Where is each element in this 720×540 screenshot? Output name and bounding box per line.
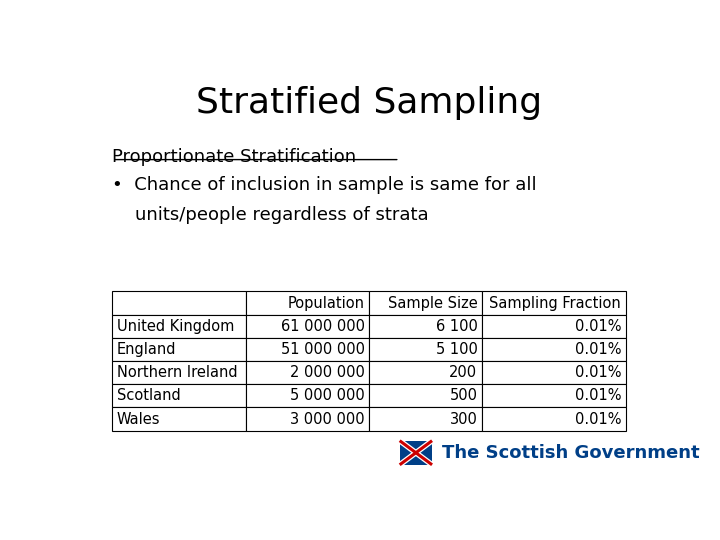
Bar (246, 338, 369, 361)
Bar (246, 408, 369, 431)
Text: 0.01%: 0.01% (575, 319, 621, 334)
Bar (482, 361, 626, 384)
Text: 5 100: 5 100 (436, 342, 477, 357)
Text: 0.01%: 0.01% (575, 411, 621, 427)
Text: 3 000 000: 3 000 000 (290, 411, 364, 427)
Text: 0.01%: 0.01% (575, 388, 621, 403)
Bar (246, 361, 369, 384)
Text: Northern Ireland: Northern Ireland (117, 365, 238, 380)
Bar (246, 315, 369, 338)
Bar (112, 361, 246, 384)
Bar (112, 292, 246, 315)
Bar (369, 361, 482, 384)
Text: United Kingdom: United Kingdom (117, 319, 234, 334)
Text: units/people regardless of strata: units/people regardless of strata (112, 206, 429, 224)
Bar (482, 315, 626, 338)
Text: Scotland: Scotland (117, 388, 181, 403)
Bar (246, 292, 369, 315)
Bar (369, 408, 482, 431)
Bar (369, 384, 482, 408)
Bar (369, 338, 482, 361)
Text: England: England (117, 342, 176, 357)
Text: The Scottish Government: The Scottish Government (442, 444, 700, 462)
Text: Wales: Wales (117, 411, 161, 427)
Bar (482, 292, 626, 315)
Text: 51 000 000: 51 000 000 (281, 342, 364, 357)
Bar (369, 315, 482, 338)
Text: Sampling Fraction: Sampling Fraction (490, 295, 621, 310)
Bar (482, 338, 626, 361)
Bar (112, 338, 246, 361)
Text: 6 100: 6 100 (436, 319, 477, 334)
Bar (482, 384, 626, 408)
Text: 200: 200 (449, 365, 477, 380)
Text: Stratified Sampling: Stratified Sampling (196, 85, 542, 119)
Text: 61 000 000: 61 000 000 (281, 319, 364, 334)
Text: 0.01%: 0.01% (575, 342, 621, 357)
Text: Proportionate Stratification: Proportionate Stratification (112, 148, 356, 166)
Bar (246, 384, 369, 408)
Text: Population: Population (287, 295, 364, 310)
Text: 300: 300 (449, 411, 477, 427)
Bar (112, 408, 246, 431)
Text: 2 000 000: 2 000 000 (289, 365, 364, 380)
Text: Sample Size: Sample Size (388, 295, 477, 310)
Text: 500: 500 (449, 388, 477, 403)
Bar (112, 384, 246, 408)
Text: 0.01%: 0.01% (575, 365, 621, 380)
Bar (369, 292, 482, 315)
Text: 5 000 000: 5 000 000 (289, 388, 364, 403)
Bar (112, 315, 246, 338)
Bar (482, 408, 626, 431)
Text: •  Chance of inclusion in sample is same for all: • Chance of inclusion in sample is same … (112, 176, 537, 194)
Bar (400, 441, 432, 465)
